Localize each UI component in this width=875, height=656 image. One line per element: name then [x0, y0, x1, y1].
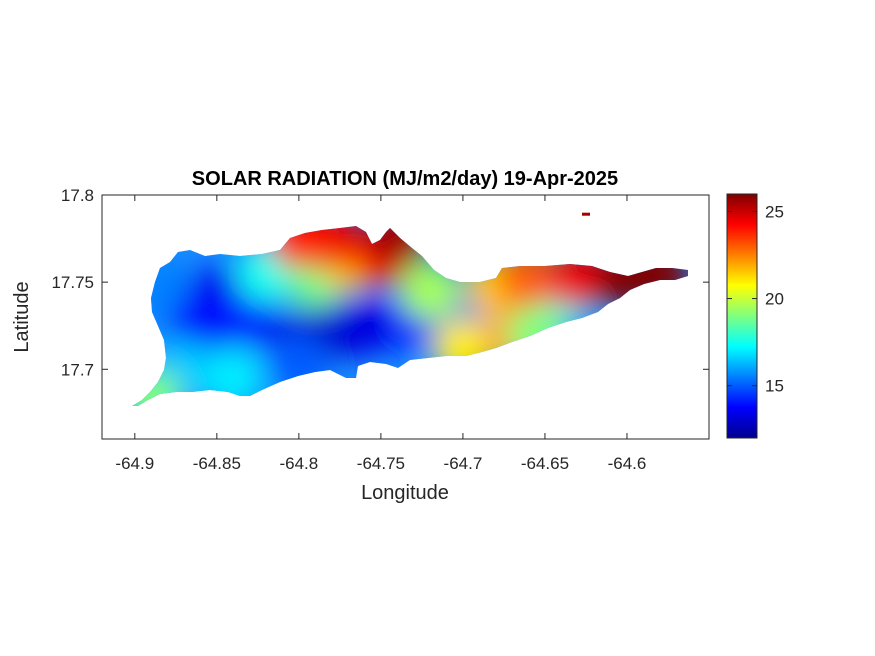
x-tick-label: -64.65	[521, 454, 569, 473]
chart-title: SOLAR RADIATION (MJ/m2/day) 19-Apr-2025	[192, 168, 618, 190]
colorbar-tick-label: 15	[765, 377, 784, 396]
x-tick-label: -64.85	[193, 454, 241, 473]
field-sample-6	[334, 295, 395, 356]
colorbar-tick-label: 20	[765, 290, 784, 309]
x-axis: -64.9 -64.85 -64.8 -64.75 -64.7 -64.65 -64.6	[115, 195, 646, 473]
field-sample-21	[268, 226, 329, 269]
y-axis: 17.7 17.75 17.8	[51, 186, 709, 379]
x-tick-label: -64.75	[357, 454, 405, 473]
colorbar-ticks: 15 20 25	[727, 202, 784, 396]
colorbar	[726, 193, 758, 439]
y-axis-label: Latitude	[11, 281, 33, 352]
colorbar-tick-label: 25	[765, 202, 784, 221]
x-tick-label: -64.7	[444, 454, 483, 473]
field-sample-19	[367, 226, 428, 269]
x-tick-label: -64.9	[115, 454, 154, 473]
islet-layer	[582, 212, 590, 216]
y-tick-label: 17.8	[61, 186, 94, 205]
x-axis-label: Longitude	[361, 482, 449, 504]
y-tick-label: 17.75	[51, 273, 94, 292]
islet-sample-31	[582, 212, 590, 216]
x-tick-label: -64.6	[608, 454, 647, 473]
x-tick-label: -64.8	[279, 454, 318, 473]
y-tick-label: 17.7	[61, 360, 94, 379]
